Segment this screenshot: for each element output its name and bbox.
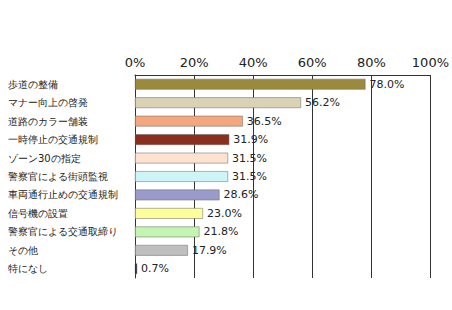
svg-text:31.9%: 31.9% — [233, 133, 268, 146]
svg-text:道路のカラー舗装: 道路のカラー舗装 — [8, 116, 88, 127]
svg-text:36.5%: 36.5% — [247, 115, 282, 128]
svg-text:その他: その他 — [8, 245, 38, 256]
svg-text:23.0%: 23.0% — [207, 207, 242, 220]
svg-text:0.7%: 0.7% — [141, 262, 169, 275]
svg-text:車両通行止めの交通規制: 車両通行止めの交通規制 — [8, 189, 118, 200]
svg-text:警察官による交通取締り: 警察官による交通取締り — [8, 226, 118, 237]
svg-text:31.5%: 31.5% — [232, 152, 267, 165]
svg-text:56.2%: 56.2% — [305, 96, 340, 109]
svg-text:31.5%: 31.5% — [232, 170, 267, 183]
svg-text:0%: 0% — [125, 55, 146, 70]
svg-text:歩道の整備: 歩道の整備 — [8, 79, 58, 90]
svg-text:信号機の設置: 信号機の設置 — [8, 208, 68, 219]
svg-text:21.8%: 21.8% — [203, 225, 238, 238]
svg-text:一時停止の交通規制: 一時停止の交通規制 — [8, 134, 98, 145]
svg-text:28.6%: 28.6% — [223, 188, 258, 201]
svg-text:マナー向上の啓発: マナー向上の啓発 — [8, 97, 88, 108]
svg-text:警察官による街頭監視: 警察官による街頭監視 — [8, 171, 108, 182]
svg-text:100%: 100% — [412, 55, 449, 70]
svg-text:特になし: 特になし — [8, 263, 48, 274]
svg-text:78.0%: 78.0% — [369, 78, 404, 91]
svg-text:60%: 60% — [298, 55, 327, 70]
svg-text:ゾーン30の指定: ゾーン30の指定 — [8, 153, 81, 164]
svg-text:20%: 20% — [180, 55, 209, 70]
svg-text:17.9%: 17.9% — [192, 244, 227, 257]
svg-text:80%: 80% — [357, 55, 386, 70]
svg-text:40%: 40% — [239, 55, 268, 70]
